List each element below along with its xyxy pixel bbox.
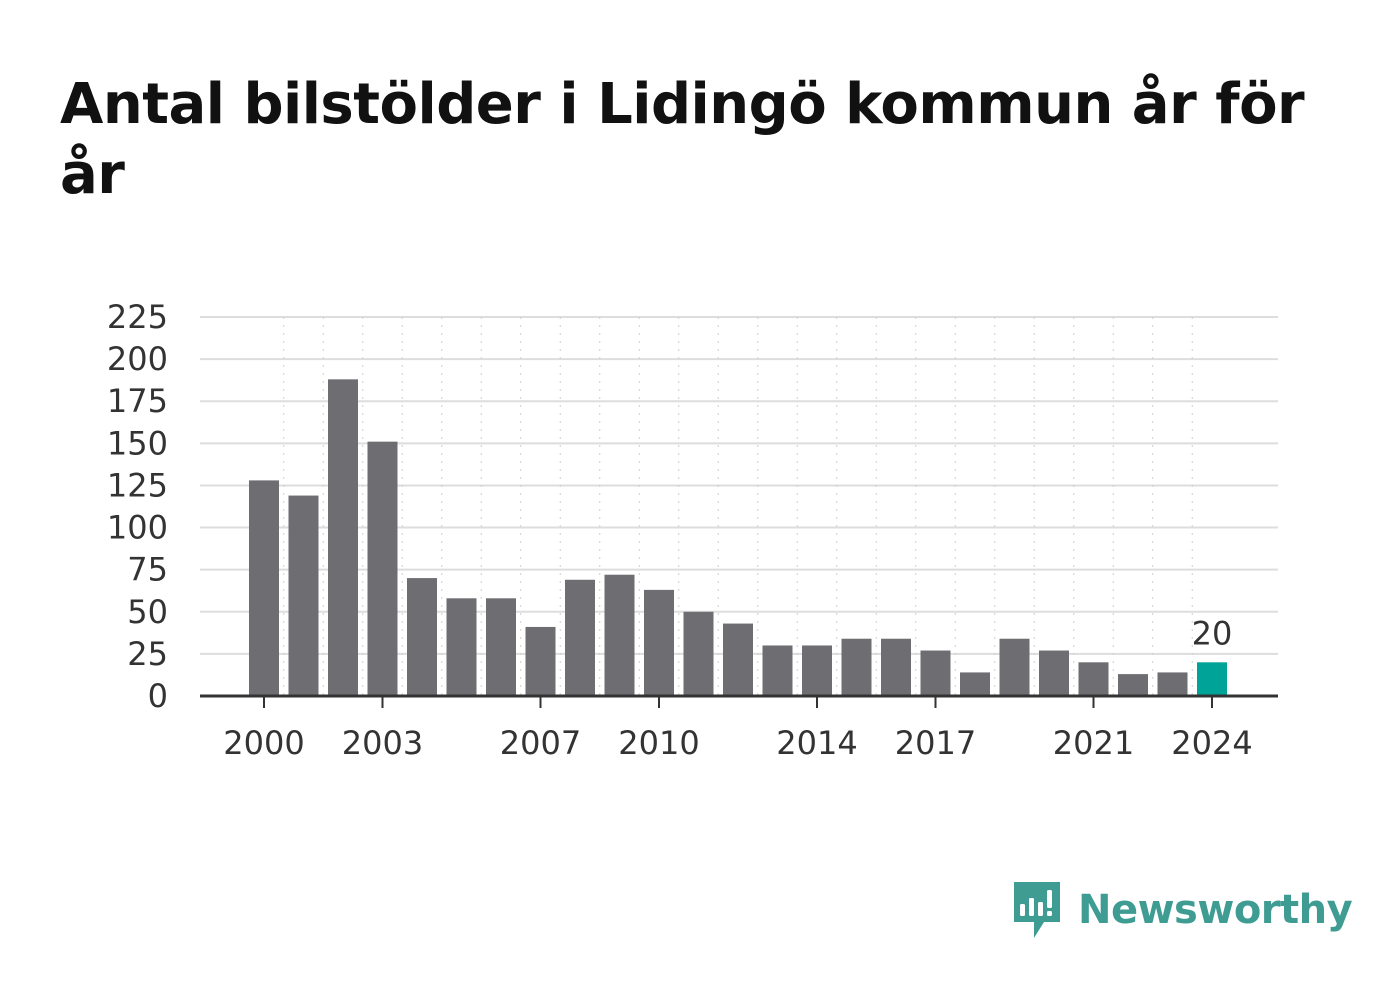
bar-2015 — [841, 638, 872, 696]
bar-2019 — [999, 638, 1030, 696]
newsworthy-bar-chart-icon — [1014, 882, 1060, 938]
bar-2005 — [446, 598, 477, 696]
bar-2018 — [960, 672, 990, 696]
bar-2022 — [1118, 674, 1148, 696]
bars — [249, 379, 1227, 696]
y-tick-label: 125 — [107, 466, 168, 504]
bar-2003 — [367, 441, 398, 696]
y-tick-label: 25 — [127, 635, 168, 673]
y-tick-label: 200 — [107, 340, 168, 378]
x-axis-ticks: 2000 2003 2007 2010 2014 2017 2021 2024 — [223, 696, 1253, 762]
x-tick-label: 2000 — [223, 724, 304, 762]
bar-2006 — [486, 598, 516, 696]
x-tick-label: 2007 — [500, 724, 581, 762]
x-tick-label: 2017 — [895, 724, 976, 762]
bar-2016 — [881, 638, 911, 696]
bar-2024 — [1197, 662, 1227, 696]
data-labels: 20 — [1192, 614, 1233, 652]
bar-2009 — [604, 574, 635, 696]
y-tick-label: 75 — [127, 551, 168, 589]
bar-2000 — [249, 480, 279, 696]
chart-title: Antal bilstölder i Lidingö kommun år för… — [60, 72, 1305, 207]
y-tick-label: 225 — [107, 298, 168, 336]
bar-2014 — [802, 645, 832, 696]
bar-2012 — [723, 623, 753, 696]
y-tick-label: 150 — [107, 424, 168, 462]
bar-2002 — [328, 379, 358, 696]
x-tick-label: 2021 — [1053, 724, 1134, 762]
x-tick-label: 2014 — [776, 724, 857, 762]
y-tick-label: 100 — [107, 509, 168, 547]
y-axis-ticks: 0 25 50 75 100 125 150 175 200 225 — [107, 298, 168, 715]
x-tick-label: 2024 — [1171, 724, 1252, 762]
bar-2001 — [288, 495, 319, 696]
bar-2021 — [1078, 662, 1109, 696]
bar-2023 — [1157, 672, 1188, 696]
bar-2011 — [683, 611, 714, 696]
bar-2013 — [762, 645, 793, 696]
brand-name: Newsworthy — [1078, 887, 1353, 933]
bar-2007 — [525, 626, 556, 696]
y-tick-label: 175 — [107, 382, 168, 420]
y-tick-label: 0 — [148, 677, 168, 715]
bar-2004 — [407, 578, 437, 696]
bar-2020 — [1039, 650, 1069, 696]
newsworthy-logo: Newsworthy — [1010, 878, 1353, 942]
data-label-2024: 20 — [1192, 614, 1233, 652]
x-tick-label: 2003 — [342, 724, 423, 762]
x-tick-label: 2010 — [618, 724, 699, 762]
bar-2017 — [920, 650, 951, 696]
y-tick-label: 50 — [127, 593, 168, 631]
bar-2008 — [565, 579, 595, 696]
bar-2010 — [644, 589, 674, 696]
